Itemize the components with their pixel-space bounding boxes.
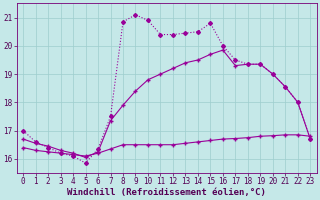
- X-axis label: Windchill (Refroidissement éolien,°C): Windchill (Refroidissement éolien,°C): [67, 188, 266, 197]
